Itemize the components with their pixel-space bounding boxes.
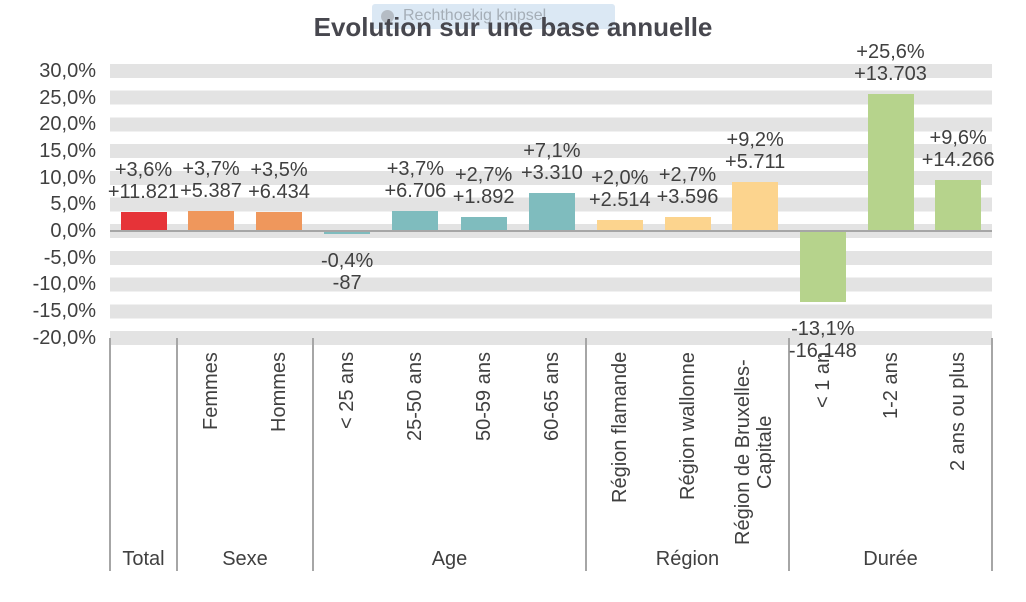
bar-value-label: +2,0% +2.514 bbox=[555, 167, 685, 211]
bar-abs-label: +3.310 bbox=[521, 162, 583, 185]
y-tick-label: -15,0% bbox=[32, 300, 96, 323]
group-separator bbox=[109, 338, 111, 571]
bar-pct-label: -0,4% bbox=[321, 250, 374, 273]
group-separator bbox=[991, 338, 993, 571]
bar[interactable] bbox=[460, 216, 507, 231]
bar-pct-label: +3,6% bbox=[114, 158, 173, 181]
group-label: Total bbox=[122, 548, 165, 570]
bar[interactable] bbox=[732, 181, 779, 231]
group-separator bbox=[176, 338, 178, 571]
bar-pct-label: +3,5% bbox=[250, 159, 308, 182]
bar-abs-label: +5.711 bbox=[725, 150, 786, 173]
y-tick-label: 15,0% bbox=[39, 139, 96, 162]
bar[interactable] bbox=[120, 211, 167, 231]
bar-pct-label: +3,7% bbox=[182, 158, 240, 181]
category-label: Région wallonne bbox=[676, 352, 699, 500]
bar[interactable] bbox=[664, 216, 711, 231]
snip-circle-icon bbox=[381, 10, 394, 23]
bar-abs-label: +6.706 bbox=[384, 180, 447, 203]
y-tick-label: 25,0% bbox=[39, 86, 96, 109]
bar-abs-label: +14.266 bbox=[921, 148, 995, 171]
bar-pct-label: +9,6% bbox=[929, 126, 987, 149]
category-label: Région flamande bbox=[608, 352, 631, 504]
bar-abs-label: -16.148 bbox=[788, 339, 857, 362]
bar-value-label: +2,7% +1.892 bbox=[419, 164, 549, 208]
bar[interactable] bbox=[324, 232, 371, 235]
bar[interactable] bbox=[935, 179, 982, 231]
bar-pct-label: +2,7% bbox=[454, 163, 513, 186]
bar-pct-label: +7,1% bbox=[523, 140, 581, 163]
category-label: 60-65 ans bbox=[540, 352, 563, 441]
bar-abs-label: +5.387 bbox=[180, 180, 242, 203]
snip-toast-label: Rechthoekig knipsel bbox=[403, 7, 547, 24]
bar[interactable] bbox=[392, 211, 439, 231]
bar-value-label: +3,7% +5.387 bbox=[146, 158, 276, 202]
bar[interactable] bbox=[867, 94, 914, 231]
bar-pct-label: +3,7% bbox=[386, 158, 444, 181]
bar-abs-label: -87 bbox=[332, 272, 362, 295]
category-label: Hommes bbox=[268, 352, 290, 433]
bar-abs-label: +6.434 bbox=[248, 181, 310, 204]
bar-pct-label: -13,1% bbox=[791, 317, 855, 340]
bar-value-label: -0,4% -87 bbox=[282, 250, 412, 294]
group-label: Sexe bbox=[222, 548, 268, 570]
bar[interactable] bbox=[528, 193, 575, 231]
bar-value-label: +3,6% +11.821 bbox=[79, 159, 209, 203]
bar-abs-label: +3.596 bbox=[656, 185, 719, 208]
chart-title: Evolution sur une base annuelle bbox=[313, 12, 713, 42]
bar-pct-label: +25,6% bbox=[856, 41, 925, 64]
y-tick-label: 0,0% bbox=[50, 220, 96, 242]
snip-toast[interactable]: Rechthoekig knipsel bbox=[372, 4, 615, 29]
category-label-line: Capitale bbox=[754, 415, 777, 489]
y-tick-label: 5,0% bbox=[50, 193, 96, 216]
category-label: < 25 ans bbox=[336, 352, 359, 430]
bar-value-label: +7,1% +3.310 bbox=[487, 140, 617, 184]
bar-pct-label: +2,0% bbox=[591, 167, 649, 190]
y-tick-label: -20,0% bbox=[32, 326, 96, 349]
category-label: 1-2 ans bbox=[879, 352, 902, 419]
y-tick-label: 30,0% bbox=[39, 59, 96, 82]
bar[interactable] bbox=[799, 232, 846, 302]
bar-abs-label: +13.703 bbox=[854, 63, 927, 86]
bar-value-label: +2,7% +3.596 bbox=[623, 164, 753, 208]
group-label: Age bbox=[431, 548, 468, 570]
bar-value-label: +3,5% +6.434 bbox=[214, 159, 344, 203]
y-tick-label: 20,0% bbox=[39, 113, 96, 136]
group-label: Durée bbox=[863, 548, 918, 570]
group-label: Région bbox=[655, 548, 720, 570]
bar-value-label: +3,7% +6.706 bbox=[350, 158, 480, 202]
bar-value-label: +9,2% +5.711 bbox=[690, 129, 820, 173]
category-label: Femmes bbox=[200, 352, 222, 430]
y-tick-label: 10,0% bbox=[39, 166, 96, 189]
bar-value-label: +25,6% +13.703 bbox=[826, 41, 956, 85]
y-tick-label: -10,0% bbox=[32, 273, 96, 296]
category-label: 2 ans ou plus bbox=[947, 352, 970, 471]
bar-value-label: +9,6% +14.266 bbox=[893, 127, 1023, 171]
category-label: < 1 an bbox=[811, 352, 834, 409]
bar-value-label: -13,1% -16.148 bbox=[758, 318, 888, 362]
group-separator bbox=[312, 338, 314, 571]
category-label-line: Région de Bruxelles- bbox=[732, 359, 755, 545]
bar-abs-label: +2.514 bbox=[588, 189, 651, 212]
y-tick-label: -5,0% bbox=[43, 246, 96, 269]
bar[interactable] bbox=[256, 212, 302, 231]
category-label: 25-50 ans bbox=[404, 352, 427, 441]
zero-axis-line bbox=[110, 230, 992, 232]
bar-pct-label: +9,2% bbox=[726, 128, 784, 151]
bar[interactable] bbox=[596, 220, 643, 231]
bar[interactable] bbox=[188, 211, 234, 231]
category-label: Région de Bruxelles- Capitale bbox=[732, 352, 778, 552]
bar-abs-label: +1.892 bbox=[452, 185, 515, 208]
category-label: 50-59 ans bbox=[472, 352, 495, 441]
bar-pct-label: +2,7% bbox=[658, 163, 717, 186]
group-separator bbox=[585, 338, 587, 571]
bar-abs-label: +11.821 bbox=[107, 180, 180, 203]
group-separator bbox=[788, 338, 790, 571]
